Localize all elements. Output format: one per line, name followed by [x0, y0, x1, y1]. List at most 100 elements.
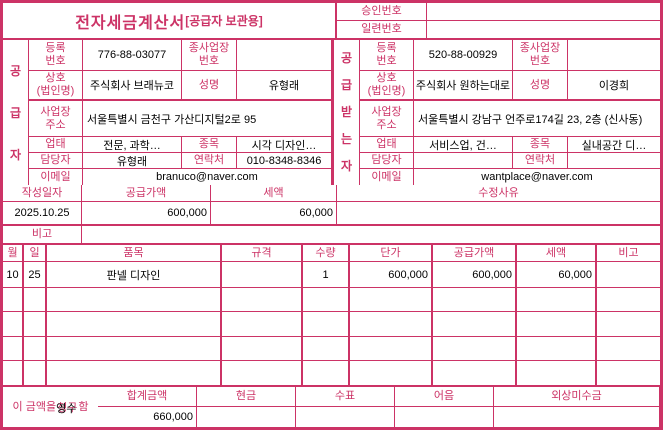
empty-item-cell[interactable]: [24, 312, 47, 337]
empty-item-cell[interactable]: [350, 288, 433, 313]
empty-item-cell[interactable]: [24, 336, 47, 361]
supplier-subbiz-label: 종사업장 번호: [182, 40, 237, 71]
check-value[interactable]: [296, 407, 395, 427]
buyer-side-label: 공급받는자: [340, 51, 353, 173]
empty-item-cell[interactable]: [47, 312, 222, 337]
receipt-overlay-received: 영수: [56, 403, 77, 415]
buyer-reg-label: 등록 번호: [360, 40, 414, 71]
receipt-prefix: 이 금액을: [12, 400, 57, 413]
empty-item-cell[interactable]: [222, 312, 303, 337]
supplier-biztype-value[interactable]: 전문, 과학…: [83, 137, 182, 153]
empty-item-cell[interactable]: [433, 312, 517, 337]
remarks-value[interactable]: [82, 226, 660, 243]
empty-item-cell[interactable]: [597, 312, 660, 337]
empty-item-cell[interactable]: [517, 336, 597, 361]
supplier-phone-value[interactable]: 010-8348-8346: [237, 153, 331, 169]
empty-item-cell[interactable]: [3, 360, 24, 385]
buyer-contact-label: 담당자: [360, 153, 414, 169]
supplier-reg-value[interactable]: 776-88-03077: [83, 40, 182, 71]
supplier-subbiz-value[interactable]: [237, 40, 331, 71]
empty-item-cell[interactable]: [303, 336, 350, 361]
supplier-contact-label: 담당자: [29, 153, 83, 169]
item-row-supply[interactable]: 600,000: [433, 262, 517, 288]
buyer-bizitem-label: 종목: [513, 137, 568, 153]
total-amount-value[interactable]: 660,000: [98, 407, 197, 427]
buyer-email-value[interactable]: wantplace@naver.com: [481, 171, 593, 183]
empty-item-cell[interactable]: [47, 288, 222, 313]
item-row-spec[interactable]: [222, 262, 303, 288]
buyer-reg-value[interactable]: 520-88-00929: [414, 40, 513, 71]
title-band: 전자세금계산서 [공급자 보관용] 승인번호 일련번호: [3, 3, 660, 38]
empty-item-cell[interactable]: [3, 288, 24, 313]
approval-row: 승인번호: [337, 3, 660, 20]
serial-number-value[interactable]: [427, 21, 660, 38]
buyer-name-value[interactable]: 주식회사 원하는대로: [414, 71, 513, 101]
cash-value[interactable]: [197, 407, 296, 427]
empty-item-cell[interactable]: [433, 288, 517, 313]
empty-item-cell[interactable]: [303, 360, 350, 385]
check-label: 수표: [296, 387, 395, 407]
bill-label: 어음: [395, 387, 494, 407]
item-row-note[interactable]: [597, 262, 660, 288]
empty-item-cell[interactable]: [222, 288, 303, 313]
supplier-address-value[interactable]: 서울특별시 금천구 가산디지털2로 95: [83, 101, 331, 137]
empty-item-cell[interactable]: [597, 337, 660, 361]
empty-item-cell[interactable]: [24, 360, 47, 385]
bill-value[interactable]: [395, 407, 494, 427]
buyer-side-label-cell: 공급받는자: [334, 40, 360, 185]
supply-amount-value[interactable]: 600,000: [82, 202, 211, 226]
supplier-side-label: 공급자: [9, 63, 22, 162]
buyer-phone-value[interactable]: [568, 153, 660, 169]
item-row-name[interactable]: 판넬 디자인: [47, 262, 222, 288]
empty-item-cell[interactable]: [433, 336, 517, 361]
buyer-subbiz-value[interactable]: [568, 40, 660, 71]
empty-item-cell[interactable]: [24, 288, 47, 313]
empty-item-cell[interactable]: [3, 312, 24, 337]
issue-date-label: 작성일자: [3, 185, 82, 202]
empty-item-cell[interactable]: [222, 360, 303, 385]
revision-reason-label: 수정사유: [337, 185, 660, 202]
empty-item-cell[interactable]: [350, 312, 433, 337]
supplier-bizitem-value[interactable]: 시각 디자인…: [237, 137, 331, 153]
document-title-suffix: [공급자 보관용]: [185, 14, 263, 28]
empty-item-cell[interactable]: [47, 336, 222, 361]
supply-amount-label: 공급가액: [82, 185, 211, 202]
empty-item-cell[interactable]: [597, 288, 660, 313]
empty-item-cell[interactable]: [517, 288, 597, 313]
buyer-biztype-value[interactable]: 서비스업, 건…: [414, 137, 513, 153]
supplier-email-value[interactable]: branuco@naver.com: [156, 171, 258, 183]
receipt-statement: 이 금액을 청구 영수 함: [3, 387, 98, 427]
empty-item-cell[interactable]: [517, 312, 597, 337]
revision-reason-value[interactable]: [337, 202, 660, 226]
empty-item-cell[interactable]: [3, 336, 24, 361]
empty-item-cell[interactable]: [222, 336, 303, 361]
supplier-contact-value[interactable]: 유형래: [83, 153, 182, 169]
empty-item-cell[interactable]: [303, 288, 350, 313]
empty-item-cell[interactable]: [350, 360, 433, 385]
issue-date-value[interactable]: 2025.10.25: [3, 202, 82, 226]
approval-number-value[interactable]: [427, 3, 660, 20]
empty-item-cell[interactable]: [350, 336, 433, 361]
col-header-tax: 세액: [517, 245, 597, 262]
empty-item-cell[interactable]: [597, 361, 660, 385]
empty-item-cell[interactable]: [517, 360, 597, 385]
empty-item-cell[interactable]: [47, 360, 222, 385]
buyer-contact-value[interactable]: [414, 153, 513, 169]
empty-item-cell[interactable]: [303, 312, 350, 337]
buyer-address-value[interactable]: 서울특별시 강남구 언주로174길 23, 2층 (신사동): [414, 101, 660, 137]
document-title: 전자세금계산서 [공급자 보관용]: [3, 3, 337, 38]
empty-item-cell[interactable]: [433, 360, 517, 385]
item-row-unit-price[interactable]: 600,000: [350, 262, 433, 288]
serial-number-label: 일련번호: [337, 21, 427, 38]
buyer-ceo-value[interactable]: 이경희: [568, 71, 660, 101]
item-row-qty[interactable]: 1: [303, 262, 350, 288]
buyer-bizitem-value[interactable]: 실내공간 디…: [568, 137, 660, 153]
item-row-tax[interactable]: 60,000: [517, 262, 597, 288]
item-row-day[interactable]: 25: [24, 262, 47, 288]
tax-amount-value[interactable]: 60,000: [211, 202, 337, 226]
col-header-month: 월: [3, 245, 24, 262]
supplier-ceo-value[interactable]: 유형래: [237, 71, 331, 101]
item-row-month[interactable]: 10: [3, 262, 24, 288]
credit-value[interactable]: [494, 407, 660, 427]
supplier-name-value[interactable]: 주식회사 브래뉴코: [83, 71, 182, 101]
